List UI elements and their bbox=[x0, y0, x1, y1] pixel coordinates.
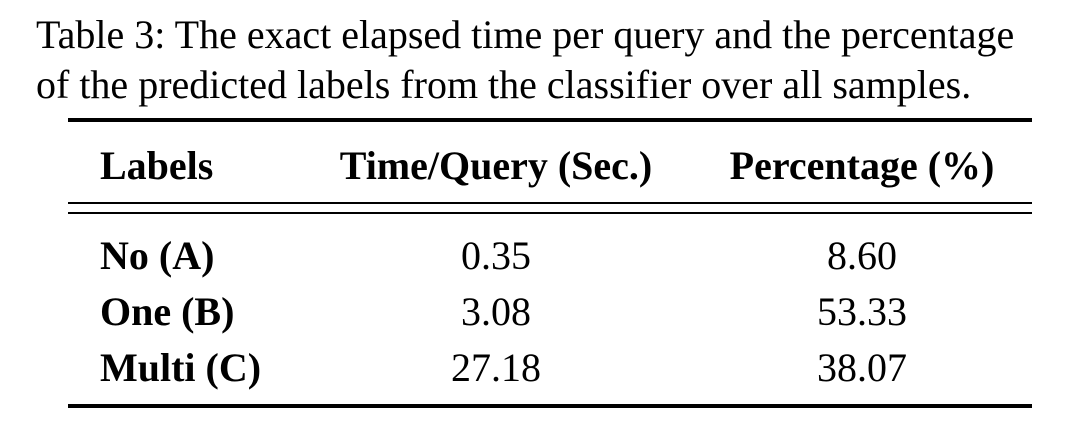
row-one-time: 3.08 bbox=[461, 289, 531, 334]
caption-line-2: of the predicted labels from the classif… bbox=[36, 62, 972, 107]
header-time-per-query: Time/Query (Sec.) bbox=[339, 143, 653, 188]
row-one-percentage: 53.33 bbox=[817, 289, 907, 334]
row-label-no: No (A) bbox=[100, 233, 215, 278]
header-double-rule-lower bbox=[68, 212, 1032, 214]
header-labels: Labels bbox=[100, 143, 214, 188]
table-bottom-rule bbox=[68, 404, 1032, 408]
row-label-multi: Multi (C) bbox=[100, 345, 262, 390]
row-no-time: 0.35 bbox=[461, 233, 531, 278]
row-multi-time: 27.18 bbox=[451, 345, 541, 390]
table-top-rule bbox=[68, 118, 1032, 122]
table-caption: Table 3: The exact elapsed time per quer… bbox=[36, 10, 1066, 110]
header-double-rule-upper bbox=[68, 202, 1032, 204]
row-no-percentage: 8.60 bbox=[827, 233, 897, 278]
header-percentage: Percentage (%) bbox=[729, 143, 995, 188]
caption-line-1: Table 3: The exact elapsed time per quer… bbox=[36, 12, 1015, 57]
row-label-one: One (B) bbox=[100, 289, 235, 334]
row-multi-percentage: 38.07 bbox=[817, 345, 907, 390]
